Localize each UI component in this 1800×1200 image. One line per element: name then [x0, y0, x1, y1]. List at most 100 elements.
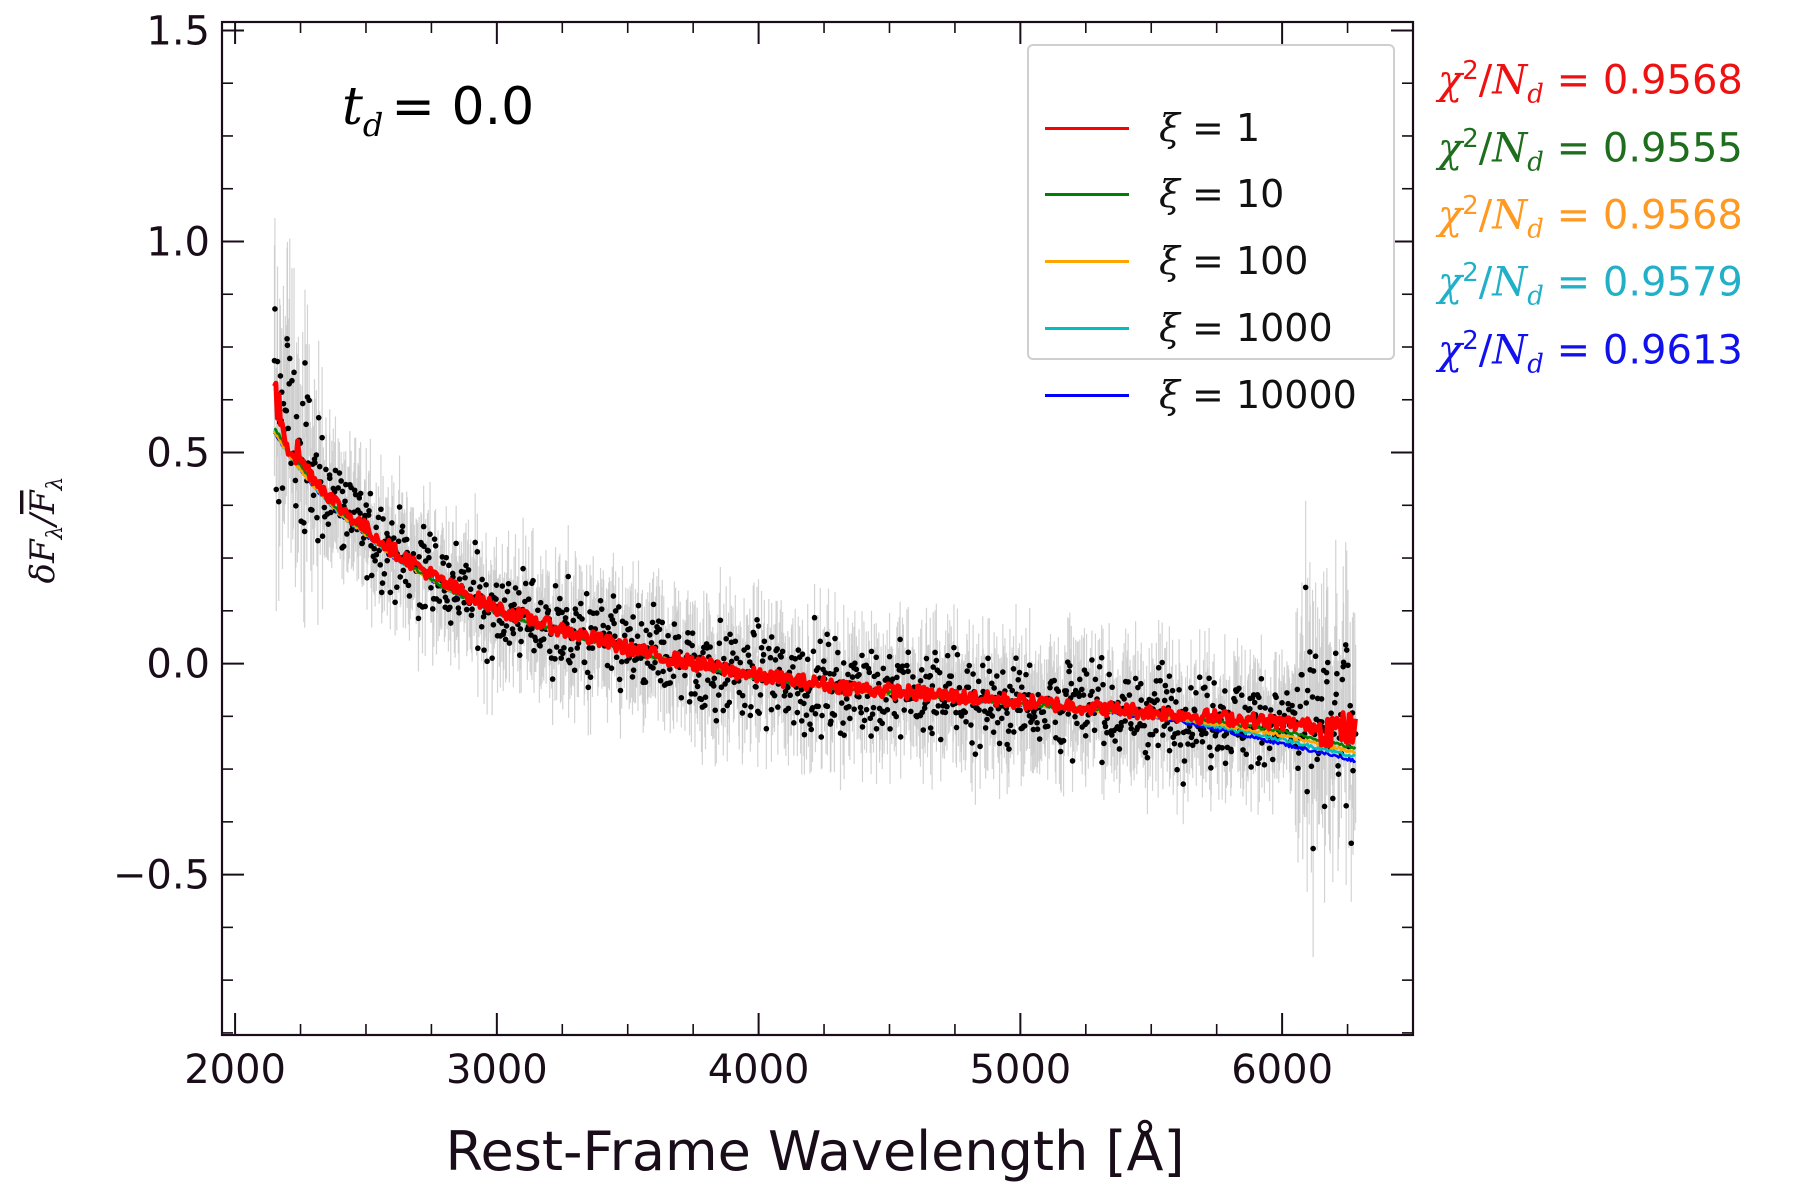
data-point: [589, 645, 596, 651]
data-point: [953, 709, 959, 716]
data-point: [1095, 686, 1102, 692]
legend-item-xi-10000: ξ = 10000: [1029, 375, 1393, 415]
data-point: [1303, 700, 1310, 706]
data-point: [456, 576, 463, 582]
legend-symbol: ξ: [1159, 306, 1180, 350]
data-point: [866, 669, 873, 676]
data-point: [572, 606, 579, 612]
data-point: [392, 599, 398, 606]
data-point: [919, 709, 926, 716]
data-point: [1018, 684, 1025, 690]
legend-label: = 100: [1192, 239, 1309, 283]
data-point: [1297, 703, 1304, 710]
data-point: [1128, 720, 1134, 727]
data-point: [395, 538, 402, 545]
data-point: [629, 674, 636, 680]
data-point: [1255, 760, 1261, 767]
data-point: [1335, 763, 1341, 769]
data-point: [933, 710, 940, 716]
y-tick-label: 0.0: [146, 642, 210, 688]
data-point: [1168, 695, 1175, 702]
data-point: [1065, 711, 1072, 717]
data-point: [352, 491, 359, 498]
y-tick-label: 1.0: [146, 219, 210, 265]
data-point: [510, 630, 517, 637]
data-point: [808, 726, 815, 733]
data-point: [1116, 746, 1123, 752]
data-point: [1142, 749, 1149, 756]
data-point: [503, 623, 510, 629]
data-point: [1210, 702, 1216, 709]
data-point: [787, 692, 793, 699]
chi-power: 2: [1462, 191, 1479, 221]
data-point: [1151, 691, 1158, 697]
data-point: [283, 407, 290, 414]
data-point: [733, 655, 740, 662]
data-point: [1232, 698, 1238, 705]
data-point: [1063, 688, 1070, 694]
data-point: [894, 662, 901, 669]
data-point: [1302, 584, 1309, 591]
data-point: [712, 707, 719, 714]
data-point: [359, 540, 366, 546]
data-point: [1304, 788, 1310, 795]
data-point: [1181, 758, 1188, 764]
data-point: [444, 597, 450, 604]
data-point: [905, 649, 912, 656]
data-point: [1163, 688, 1170, 695]
data-point: [969, 740, 975, 746]
data-point: [801, 700, 807, 707]
data-point: [768, 634, 775, 640]
data-point: [744, 644, 751, 651]
data-point: [1074, 720, 1080, 727]
data-point: [986, 668, 993, 675]
data-point: [1060, 737, 1067, 744]
chi-power: 2: [1462, 56, 1479, 86]
data-point: [711, 675, 718, 682]
data-point: [1138, 680, 1144, 687]
data-point: [1345, 662, 1351, 669]
data-point: [1174, 766, 1180, 773]
data-point: [612, 633, 618, 640]
data-point: [1155, 742, 1161, 749]
data-point: [378, 589, 385, 596]
data-point: [357, 490, 364, 497]
data-point: [1144, 754, 1151, 761]
data-point: [948, 673, 955, 680]
data-point: [1279, 700, 1285, 706]
data-point: [807, 721, 813, 728]
data-point: [1289, 702, 1295, 709]
data-point: [1240, 747, 1246, 753]
data-point: [635, 602, 642, 609]
data-point: [1310, 668, 1317, 674]
data-point: [1068, 680, 1075, 687]
data-point: [693, 678, 699, 685]
data-point: [1343, 803, 1349, 809]
data-point: [420, 523, 427, 530]
data-point: [1222, 688, 1228, 694]
data-point: [1182, 706, 1189, 713]
data-point: [897, 734, 904, 740]
legend: ξ = 1 ξ = 10 ξ = 100 ξ = 1000 ξ = 10000: [1027, 44, 1395, 415]
n-subscript: d: [1527, 214, 1544, 245]
data-point: [432, 542, 439, 549]
data-point: [1092, 676, 1099, 683]
data-point: [425, 548, 432, 554]
data-point: [1161, 697, 1168, 704]
data-point: [506, 640, 513, 646]
data-point: [1273, 694, 1279, 701]
data-point: [610, 593, 617, 599]
data-point: [861, 717, 868, 724]
data-point: [918, 667, 925, 673]
data-point: [873, 654, 880, 661]
data-point: [372, 557, 378, 564]
data-point: [1102, 723, 1109, 730]
data-point: [415, 615, 422, 622]
data-point: [1149, 731, 1156, 738]
chi2-value: = 0.9568: [1556, 57, 1743, 104]
data-point: [1238, 692, 1245, 698]
data-point: [810, 648, 817, 655]
data-point: [611, 620, 617, 627]
data-point: [502, 636, 509, 643]
